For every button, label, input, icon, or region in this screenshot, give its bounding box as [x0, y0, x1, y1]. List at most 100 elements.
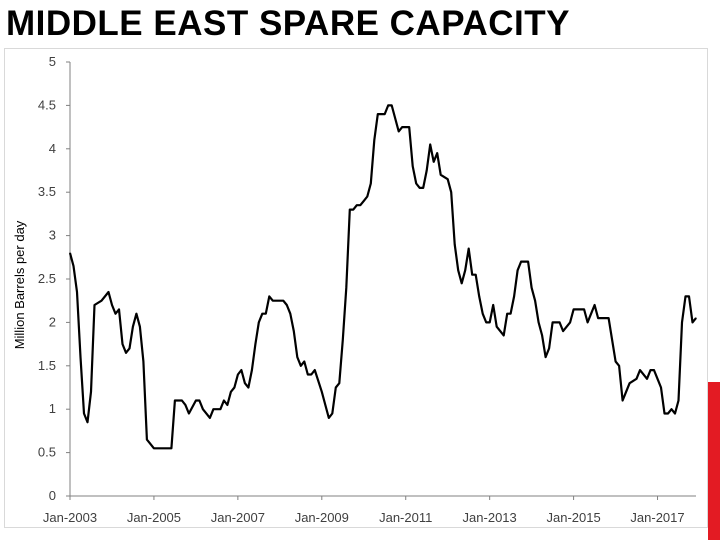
data-point [408, 126, 410, 128]
data-point [545, 356, 547, 358]
data-point [258, 321, 260, 323]
data-point [268, 295, 270, 297]
data-point [69, 252, 71, 254]
data-point [83, 412, 85, 415]
data-point [237, 373, 239, 376]
data-point [412, 165, 414, 167]
data-point [625, 391, 627, 393]
data-point [233, 386, 235, 389]
data-point [349, 209, 351, 211]
data-point [153, 447, 155, 449]
data-point [163, 447, 165, 449]
data-point [510, 313, 512, 315]
data-point [121, 343, 124, 345]
data-point [90, 391, 92, 393]
data-point [531, 287, 533, 289]
chart-frame [4, 48, 708, 528]
data-point [125, 352, 127, 354]
data-point [464, 269, 466, 271]
data-point [335, 386, 337, 389]
data-point [373, 139, 375, 141]
data-point [492, 304, 494, 306]
data-point [520, 261, 522, 263]
data-point [635, 378, 638, 380]
data-point [324, 404, 326, 406]
data-point [538, 321, 540, 323]
y-tick-label: 3.5 [38, 184, 56, 199]
data-point [496, 326, 498, 328]
data-point [198, 399, 200, 402]
data-point [454, 243, 456, 245]
data-point [562, 330, 564, 332]
data-point [195, 399, 197, 402]
data-point [450, 191, 452, 193]
data-point [461, 282, 463, 284]
data-point [695, 317, 697, 319]
data-point [296, 356, 298, 358]
data-point [618, 365, 620, 367]
data-point [79, 356, 82, 358]
data-point [251, 369, 253, 371]
data-point [415, 182, 417, 185]
data-point [314, 369, 316, 371]
data-point [447, 178, 449, 180]
data-point [468, 248, 470, 250]
data-point [691, 321, 694, 323]
data-point [184, 404, 186, 406]
data-point [387, 104, 389, 106]
y-tick-label: 1 [49, 401, 56, 416]
data-point [541, 334, 543, 336]
y-tick-label: 4 [49, 141, 56, 156]
data-point [128, 347, 131, 349]
data-point [506, 313, 508, 315]
data-point [212, 408, 214, 410]
data-point [300, 365, 302, 367]
data-point [174, 399, 176, 402]
data-point [440, 174, 442, 176]
data-point [552, 321, 554, 323]
data-point [93, 304, 96, 306]
x-tick-label: Jan-2003 [43, 510, 97, 525]
data-point [433, 161, 435, 163]
data-point [597, 317, 599, 319]
data-point [170, 447, 172, 449]
data-point [615, 360, 617, 363]
data-point [573, 308, 575, 310]
data-point [471, 274, 473, 276]
data-point [223, 399, 225, 402]
x-tick-label: Jan-2017 [630, 510, 684, 525]
data-point [146, 439, 148, 441]
series-line [68, 104, 697, 450]
data-point [293, 330, 295, 332]
y-tick-label: 0.5 [38, 445, 56, 460]
data-point [667, 412, 669, 415]
y-tick-label: 2.5 [38, 271, 56, 286]
data-point [639, 369, 641, 371]
data-point [548, 347, 550, 349]
data-point [670, 408, 673, 410]
data-point [366, 195, 368, 198]
data-point [482, 313, 484, 315]
data-point [356, 204, 358, 206]
data-point [681, 321, 683, 323]
data-point [569, 321, 571, 323]
data-point [181, 399, 183, 402]
data-point [436, 152, 438, 154]
data-point [594, 304, 596, 306]
data-point [149, 443, 151, 445]
data-point [513, 295, 515, 297]
series-group [68, 104, 697, 450]
data-point [139, 326, 141, 328]
data-point [202, 408, 204, 410]
data-point [398, 130, 400, 132]
data-point [247, 386, 249, 389]
x-tick-label: Jan-2015 [546, 510, 600, 525]
data-point [345, 287, 347, 289]
data-point [261, 313, 263, 315]
data-point [587, 321, 589, 323]
y-tick-label: 0 [49, 488, 56, 503]
y-axis-label: Million Barrels per day [12, 220, 27, 349]
data-point [646, 378, 648, 380]
data-point [394, 117, 396, 119]
data-point [391, 104, 393, 106]
